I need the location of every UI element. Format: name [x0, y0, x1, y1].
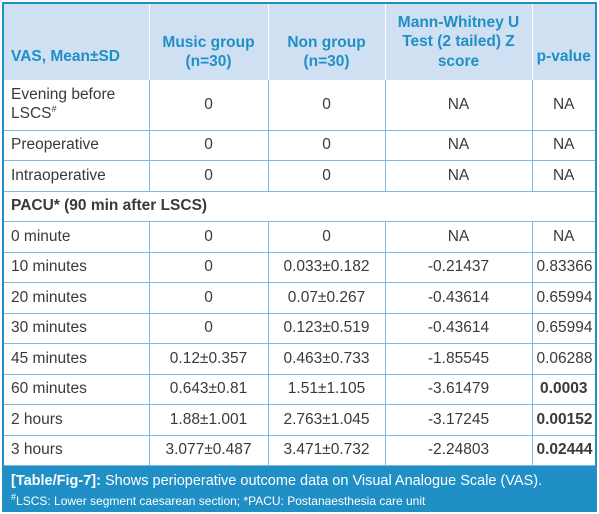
row-label-text: Evening before LSCS — [11, 85, 116, 123]
z-score-cell: -0.43614 — [385, 282, 533, 314]
figure-caption: [Table/Fig-7]: Shows perioperative outco… — [4, 466, 595, 511]
music-group-cell: 0 — [149, 130, 269, 161]
row-label: 20 minutes — [4, 282, 150, 314]
z-score-cell: -0.43614 — [385, 313, 533, 344]
row-label: 45 minutes — [4, 343, 150, 375]
caption-figure-label: [Table/Fig-7]: — [11, 473, 101, 489]
non-group-cell: 0.123±0.519 — [268, 313, 386, 344]
table-row: 60 minutes 0.643±0.81 1.51±1.105 -3.61479 0.… — [4, 374, 595, 405]
table-row: 20 minutes 0 0.07±0.267 -0.43614 0.65994 — [4, 282, 595, 314]
section-label: PACU* (90 min after LSCS) — [4, 191, 595, 222]
non-group-cell: 0 — [268, 160, 386, 192]
z-score-cell: NA — [385, 160, 533, 192]
non-group-cell: 0 — [268, 221, 386, 253]
non-group-cell: 0.07±0.267 — [268, 282, 386, 314]
vas-outcome-table: VAS, Mean±SD Music group (n=30) Non grou… — [4, 4, 595, 466]
section-row: PACU* (90 min after LSCS) — [4, 191, 595, 222]
z-score-cell: -0.21437 — [385, 252, 533, 283]
table-row: Preoperative 0 0 NA NA — [4, 130, 595, 161]
table-body: Evening before LSCS# 0 0 NA NA Preoperative 0 0… — [4, 80, 595, 466]
z-score-cell: NA — [385, 80, 533, 131]
caption-text: Shows perioperative outcome data on Visu… — [100, 473, 543, 489]
table-row: 10 minutes 0 0.033±0.182 -0.21437 0.83366 — [4, 252, 595, 283]
music-group-cell: 3.077±0.487 — [149, 435, 269, 466]
header-vas: VAS, Mean±SD — [4, 4, 150, 80]
row-label: 60 minutes — [4, 374, 150, 405]
p-value-cell: 0.0003 — [532, 374, 595, 405]
row-label-text: Preoperative — [11, 136, 99, 154]
non-group-cell: 2.763±1.045 — [268, 404, 386, 436]
caption-line: [Table/Fig-7]: Shows perioperative outco… — [11, 473, 589, 490]
row-label: 10 minutes — [4, 252, 150, 283]
row-label: Preoperative — [4, 130, 150, 161]
table-row: Evening before LSCS# 0 0 NA NA — [4, 80, 595, 131]
p-value-cell: 0.06288 — [532, 343, 595, 375]
row-label: 3 hours — [4, 435, 150, 466]
p-value-cell: NA — [532, 160, 595, 192]
header-p-value: p-value — [532, 4, 595, 80]
p-value-cell: 0.83366 — [532, 252, 595, 283]
caption-footnote: #LSCS: Lower segment caesarean section; … — [11, 492, 589, 508]
p-value-cell: 0.65994 — [532, 282, 595, 314]
p-value-cell: NA — [532, 80, 595, 131]
music-group-cell: 0 — [149, 252, 269, 283]
non-group-cell: 0 — [268, 130, 386, 161]
non-group-cell: 3.471±0.732 — [268, 435, 386, 466]
music-group-cell: 0.12±0.357 — [149, 343, 269, 375]
z-score-cell: NA — [385, 130, 533, 161]
table-row: 45 minutes 0.12±0.357 0.463±0.733 -1.85545 0… — [4, 343, 595, 375]
footnote-marker: # — [11, 492, 17, 503]
z-score-cell: -3.17245 — [385, 404, 533, 436]
non-group-cell: 0 — [268, 80, 386, 131]
header-music-group-label: Music group (n=30) — [162, 33, 255, 70]
table-row: 30 minutes 0 0.123±0.519 -0.43614 0.65994 — [4, 313, 595, 344]
z-score-cell: -1.85545 — [385, 343, 533, 375]
z-score-cell: NA — [385, 221, 533, 253]
header-z-score: Mann-Whitney U Test (2 tailed) Z score — [385, 4, 533, 80]
table-row: 2 hours 1.88±1.001 2.763±1.045 -3.17245 0.00… — [4, 404, 595, 436]
p-value-cell: NA — [532, 221, 595, 253]
header-non-group: Non group (n=30) — [268, 4, 386, 80]
table-row: Intraoperative 0 0 NA NA — [4, 160, 595, 192]
p-value-cell: 0.00152 — [532, 404, 595, 436]
z-score-cell: -3.61479 — [385, 374, 533, 405]
footnote-text: LSCS: Lower segment caesarean section; *… — [16, 494, 426, 509]
row-label-sup: # — [51, 104, 57, 115]
p-value-cell: 0.02444 — [532, 435, 595, 466]
table-row: 3 hours 3.077±0.487 3.471±0.732 -2.24803 0.0… — [4, 435, 595, 466]
header-music-group: Music group (n=30) — [149, 4, 269, 80]
table-header-row: VAS, Mean±SD Music group (n=30) Non grou… — [4, 4, 595, 80]
row-label: Intraoperative — [4, 160, 150, 192]
music-group-cell: 1.88±1.001 — [149, 404, 269, 436]
music-group-cell: 0.643±0.81 — [149, 374, 269, 405]
row-label: 2 hours — [4, 404, 150, 436]
music-group-cell: 0 — [149, 313, 269, 344]
p-value-cell: 0.65994 — [532, 313, 595, 344]
row-label: 30 minutes — [4, 313, 150, 344]
non-group-cell: 1.51±1.105 — [268, 374, 386, 405]
non-group-cell: 0.033±0.182 — [268, 252, 386, 283]
music-group-cell: 0 — [149, 160, 269, 192]
row-label: Evening before LSCS# — [4, 80, 150, 131]
non-group-cell: 0.463±0.733 — [268, 343, 386, 375]
row-label-text: Intraoperative — [11, 166, 106, 184]
music-group-cell: 0 — [149, 282, 269, 314]
music-group-cell: 0 — [149, 80, 269, 131]
header-non-group-label: Non group (n=30) — [287, 33, 366, 70]
table-row: 0 minute 0 0 NA NA — [4, 221, 595, 253]
row-label: 0 minute — [4, 221, 150, 253]
music-group-cell: 0 — [149, 221, 269, 253]
z-score-cell: -2.24803 — [385, 435, 533, 466]
p-value-cell: NA — [532, 130, 595, 161]
